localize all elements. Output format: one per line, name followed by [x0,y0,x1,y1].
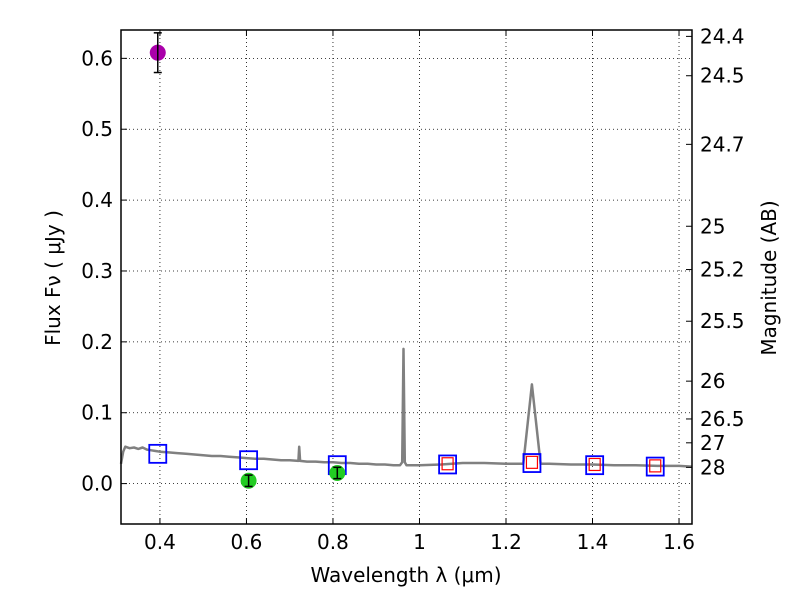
model-flux-square [645,456,665,477]
x-tick-label: 0.8 [317,530,349,554]
observed-flux-square [649,459,662,473]
plot-frame [120,29,693,525]
y2-tick-label: 25.2 [700,258,745,282]
y2-tick-label: 26.5 [700,407,745,431]
y-tick-label: 0.3 [81,259,113,283]
y-tick-label: 0.1 [81,401,113,425]
model-flux-square [522,453,542,473]
y-tick-label: 0.2 [81,330,113,354]
x-tick-label: 0.4 [144,530,176,554]
x-tick-label: 1.6 [663,530,695,554]
y2-tick-label: 28 [700,455,725,479]
observed-flux-square [588,457,601,472]
y-tick-label: 0.4 [81,188,113,212]
y-tick-label: 0.0 [81,472,113,496]
y2-tick-label: 27 [700,431,725,455]
y2-tick-label: 25.5 [700,309,745,333]
x-tick-label: 0.6 [231,530,263,554]
y2-axis-label: Magnitude (AB) [757,200,781,355]
y-axis-label: Flux Fν ( μJy ) [41,210,65,346]
y2-tick-label: 24.7 [700,132,745,156]
x-tick-label: 1 [413,530,426,554]
y-tick-label: 0.5 [81,117,113,141]
x-tick-label: 1.4 [577,530,609,554]
model-flux-square [148,443,168,464]
model-flux-square [585,455,605,476]
observed-flux-square [525,455,539,469]
observed-flux-square [441,457,454,471]
y2-tick-label: 26 [700,369,725,393]
model-flux-square [239,450,259,471]
y2-tick-label: 24.5 [700,64,745,88]
spectrum-line [119,347,693,468]
data-series [119,32,693,489]
model-flux-square [438,454,457,475]
x-axis-label: Wavelength λ (μm) [310,563,501,587]
y2-tick-label: 25 [700,214,725,238]
gridlines [121,30,692,524]
x-tick-label: 1.2 [490,530,522,554]
y2-tick-label: 24.4 [700,24,745,48]
axis-ticks: 0.4 0.6 0.8 1 1.2 1.4 1.6 0.0 0.1 0.2 0.3 0.4 0.5 0.6… [81,24,744,554]
y-tick-label: 0.6 [81,46,113,70]
